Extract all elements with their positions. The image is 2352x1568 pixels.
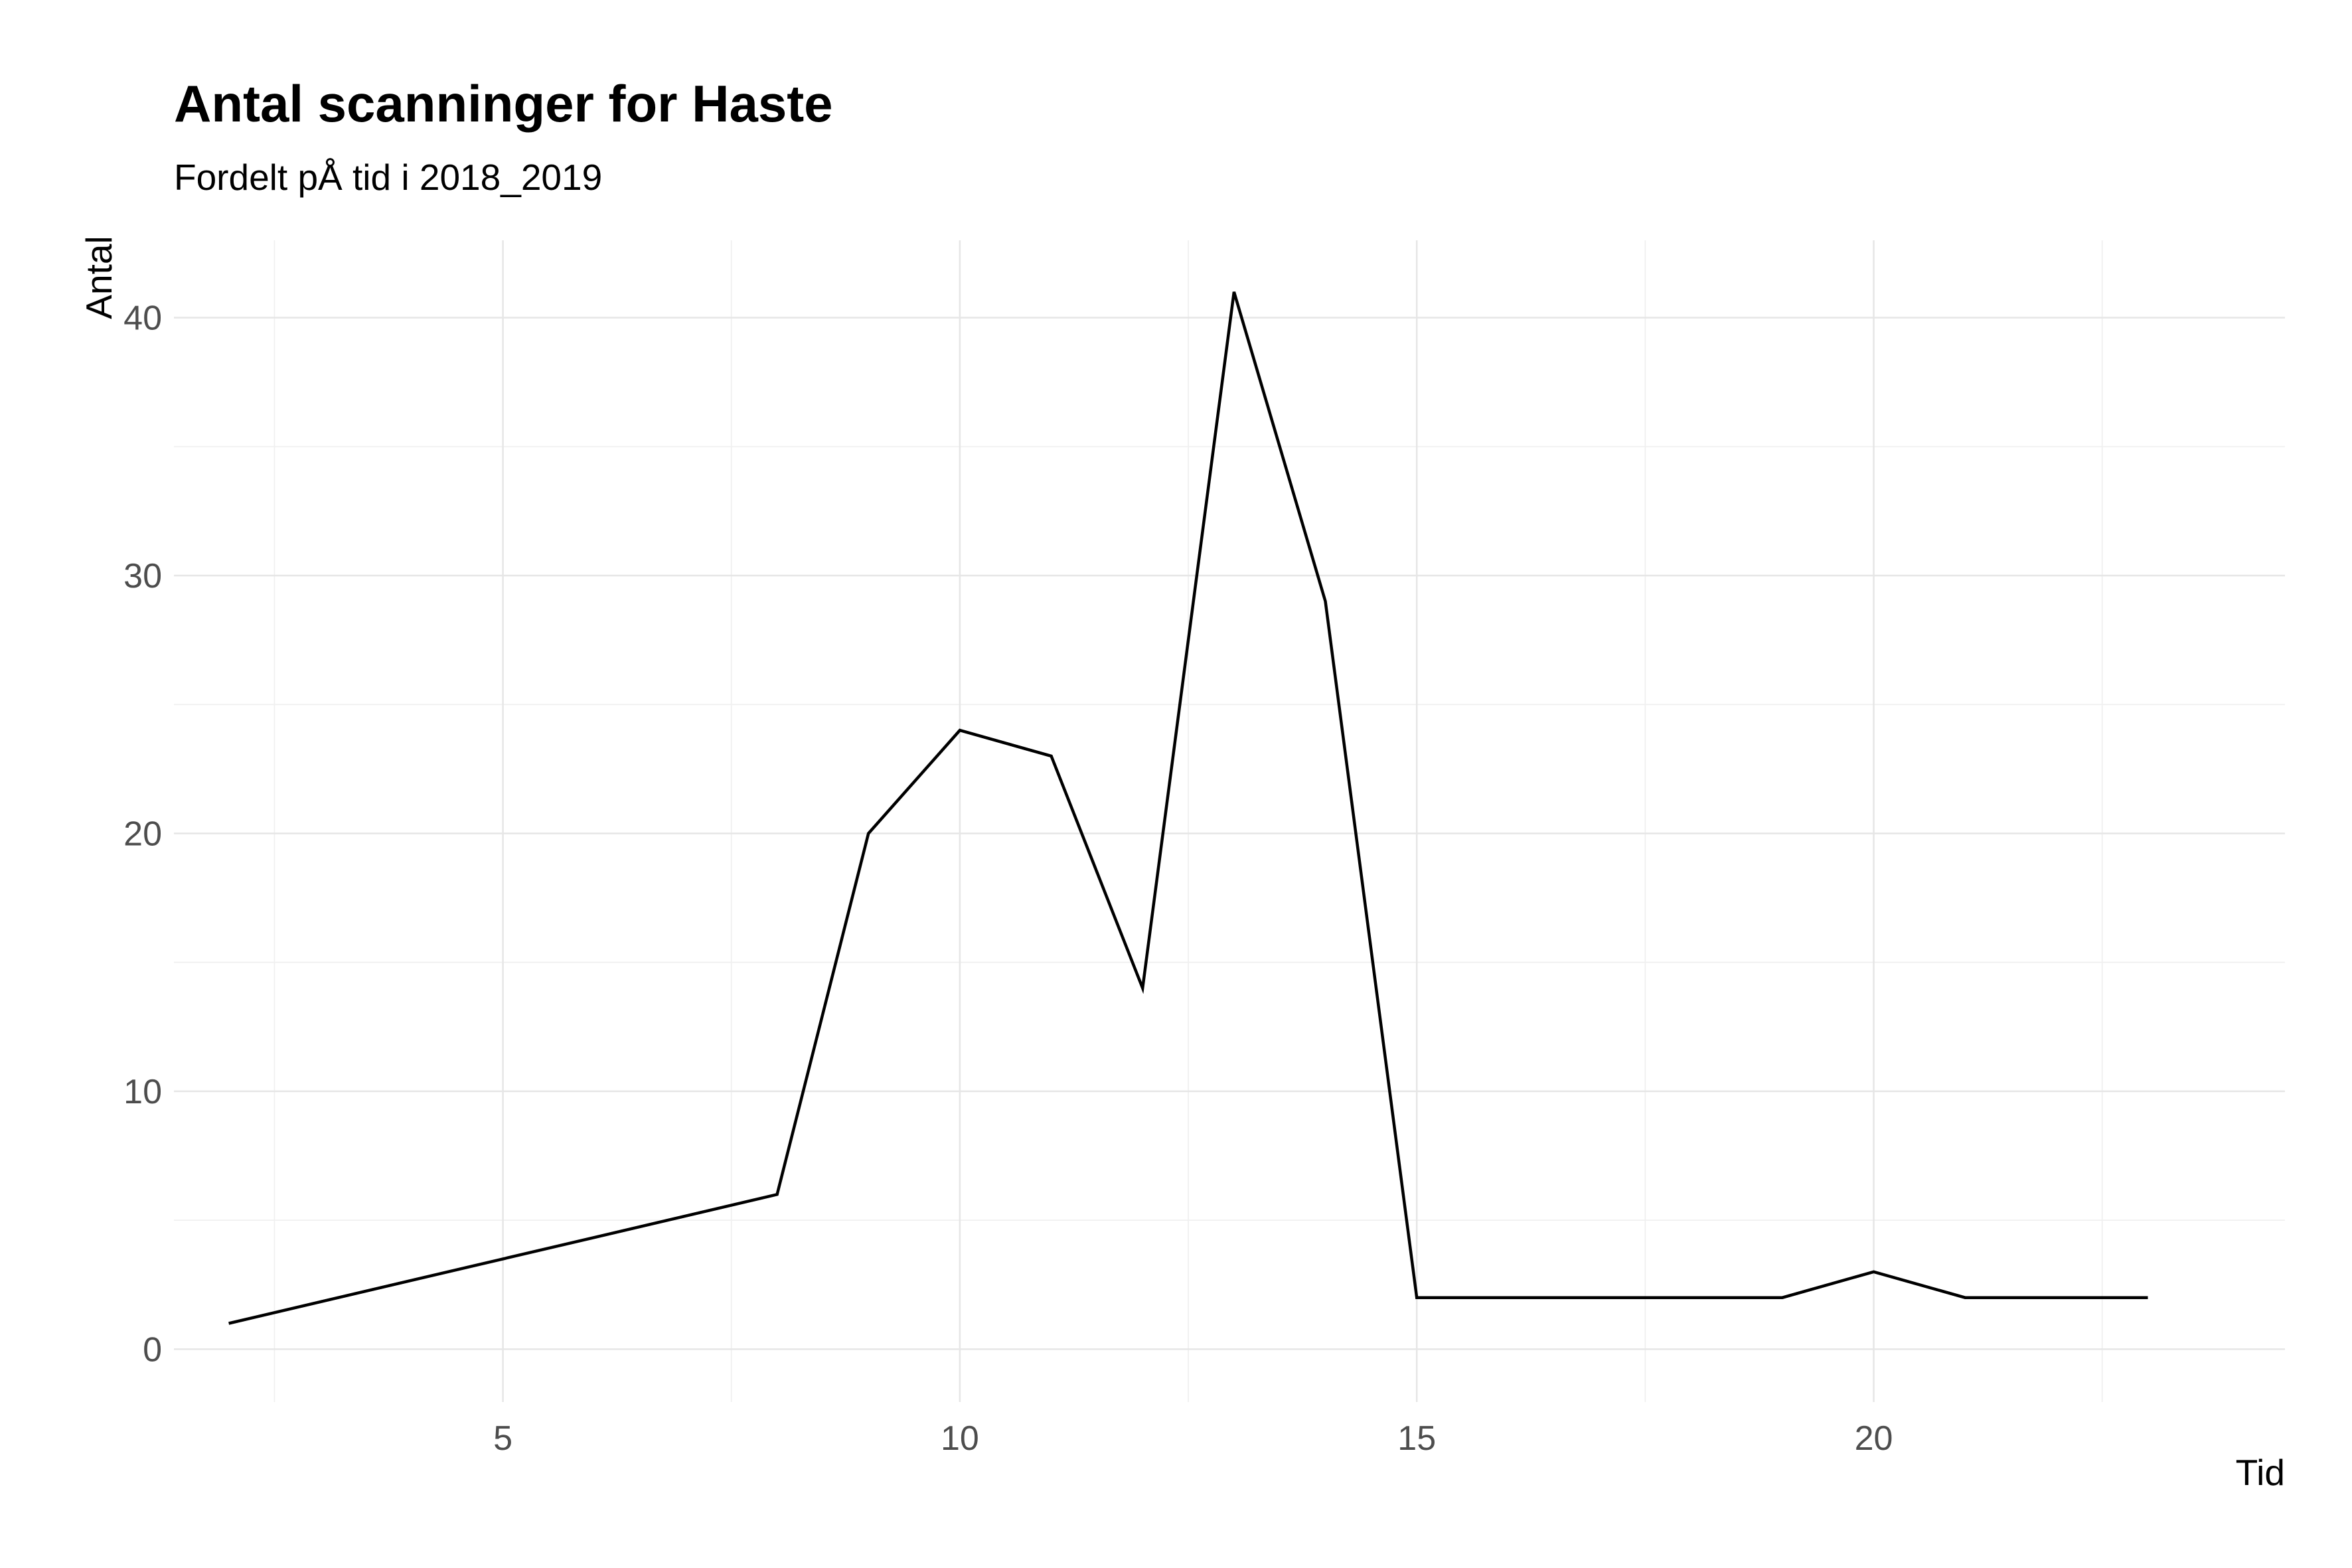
chart-subtitle: Fordelt pÅ tid i 2018_2019 xyxy=(174,157,602,198)
x-tick-label: 10 xyxy=(941,1419,979,1458)
series-group xyxy=(228,291,2148,1325)
plot-grid xyxy=(174,240,2285,1402)
x-axis: 5 10 15 20 xyxy=(493,1419,1893,1458)
y-tick-label: 0 xyxy=(143,1330,162,1369)
x-tick-label: 15 xyxy=(1397,1419,1436,1458)
y-axis-title: Antal xyxy=(78,236,119,319)
y-tick-label: 40 xyxy=(123,299,162,338)
chart-title: Antal scanninger for Haste xyxy=(174,74,833,133)
series-line xyxy=(228,291,2148,1325)
y-tick-label: 10 xyxy=(123,1073,162,1111)
y-axis: 0 10 20 30 40 xyxy=(123,299,162,1370)
x-tick-label: 5 xyxy=(493,1419,512,1458)
x-axis-title: Tid xyxy=(2236,1452,2285,1493)
x-tick-label: 20 xyxy=(1855,1419,1893,1458)
y-tick-label: 30 xyxy=(123,557,162,595)
y-tick-label: 20 xyxy=(123,815,162,853)
